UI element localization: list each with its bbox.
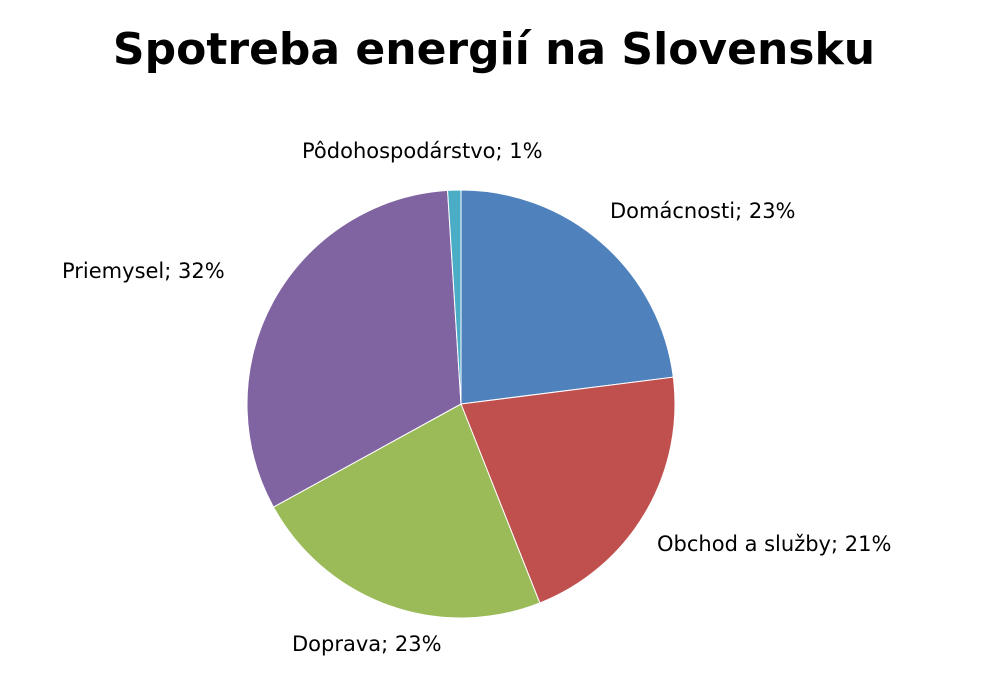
label-separator: ; bbox=[496, 139, 510, 163]
category-name: Priemysel bbox=[62, 259, 164, 283]
pie-slice bbox=[246, 189, 462, 508]
data-label: Doprava; 23% bbox=[292, 632, 442, 656]
pie-slice bbox=[460, 189, 674, 405]
category-name: Obchod a služby bbox=[657, 532, 831, 556]
chart-title: Spotreba energií na Slovensku bbox=[113, 24, 875, 75]
data-label: Pôdohospodárstvo; 1% bbox=[302, 139, 543, 163]
category-name: Doprava bbox=[292, 632, 381, 656]
pie-slice bbox=[460, 376, 676, 604]
data-label: Domácnosti; 23% bbox=[610, 199, 796, 223]
category-name: Pôdohospodárstvo bbox=[302, 139, 496, 163]
label-separator: ; bbox=[381, 632, 395, 656]
label-separator: ; bbox=[164, 259, 178, 283]
pie-slice bbox=[272, 403, 541, 619]
value-label: 32% bbox=[178, 259, 225, 283]
value-label: 23% bbox=[395, 632, 442, 656]
data-label: Priemysel; 32% bbox=[62, 259, 225, 283]
category-name: Domácnosti bbox=[610, 199, 735, 223]
value-label: 23% bbox=[749, 199, 796, 223]
value-label: 1% bbox=[509, 139, 542, 163]
pie-slice bbox=[447, 189, 462, 405]
label-separator: ; bbox=[831, 532, 845, 556]
data-label: Obchod a služby; 21% bbox=[657, 532, 891, 556]
label-separator: ; bbox=[735, 199, 749, 223]
value-label: 21% bbox=[845, 532, 892, 556]
